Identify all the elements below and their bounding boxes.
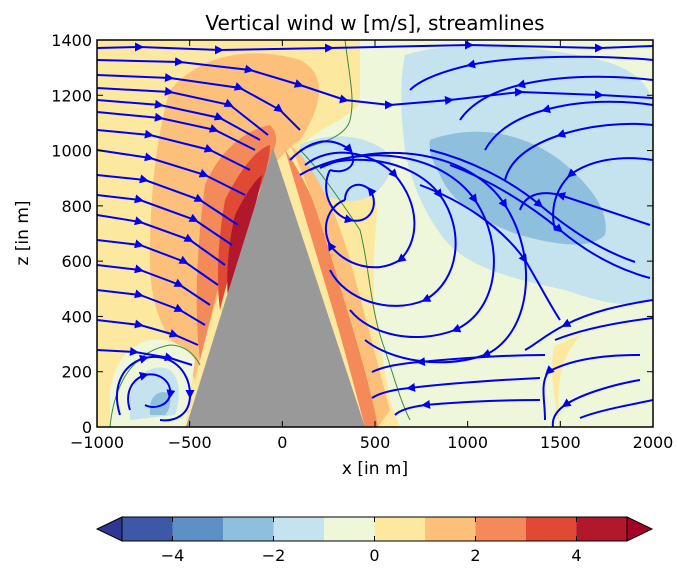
x-tick-label: 500 — [360, 433, 391, 452]
streamline — [519, 192, 651, 226]
y-tick-label: 400 — [61, 307, 92, 326]
colorbar-swatch — [576, 517, 627, 541]
streamline — [116, 354, 195, 422]
streamline — [97, 264, 211, 306]
ascent-region-strong — [196, 125, 277, 360]
colorbar-tick-label: −4 — [161, 546, 185, 565]
x-tick-label: −1000 — [70, 433, 124, 452]
colorbar-tick-label: 4 — [571, 546, 581, 565]
streamline — [97, 40, 653, 55]
colorbar-extend-low — [95, 516, 123, 542]
streamline — [97, 214, 226, 266]
colorbar-swatch — [273, 517, 324, 541]
streamline — [409, 55, 653, 91]
streamline — [97, 149, 246, 196]
y-tick-label: 600 — [61, 252, 92, 271]
streamline — [394, 399, 541, 416]
x-tick-label: 0 — [277, 433, 287, 452]
streamline — [551, 379, 641, 427]
streamline — [97, 239, 219, 286]
ascent-region-lee — [285, 150, 378, 427]
streamline — [459, 75, 653, 121]
colorbar: −4 −2 0 2 4 — [95, 516, 654, 565]
streamline — [371, 377, 541, 399]
streamline — [97, 86, 269, 136]
streamline — [97, 129, 251, 171]
chart-title: Vertical wind w [m/s], streamlines — [205, 11, 544, 35]
streamlines — [97, 40, 653, 427]
streamline — [504, 122, 653, 181]
streamline — [579, 399, 653, 419]
plot-area — [97, 40, 653, 427]
mountain-terrain — [186, 148, 365, 427]
streamline — [371, 354, 546, 373]
y-tick-label: 800 — [61, 197, 92, 216]
x-tick-label: 2000 — [633, 433, 674, 452]
streamline — [97, 99, 261, 141]
colorbar-tick-label: 0 — [369, 546, 379, 565]
streamline — [97, 73, 301, 131]
streamline — [97, 319, 199, 346]
x-tick-label: 1500 — [540, 433, 581, 452]
colorbar-swatch — [122, 517, 173, 541]
colorbar-tick-label: −2 — [262, 546, 286, 565]
colorbar-swatch — [425, 517, 476, 541]
colorbar-swatch — [223, 517, 274, 541]
y-axis: 0 200 400 600 800 1000 1200 1400 — [51, 31, 653, 437]
ascent-region-lee-outer — [290, 145, 390, 427]
streamline — [419, 184, 561, 321]
streamline — [97, 194, 233, 246]
streamline — [449, 164, 651, 279]
colorbar-swatch — [475, 517, 526, 541]
colorbar-swatch — [172, 517, 223, 541]
x-tick-label: −500 — [168, 433, 212, 452]
streamline — [97, 289, 206, 326]
y-tick-label: 1200 — [51, 86, 92, 105]
colorbar-swatch — [324, 517, 375, 541]
y-tick-label: 1400 — [51, 31, 92, 50]
y-axis-title: z [in m] — [13, 200, 33, 265]
colorbar-swatch — [374, 517, 425, 541]
colorbar-swatch — [526, 517, 577, 541]
colorbar-extend-high — [626, 516, 654, 542]
streamline — [97, 174, 239, 226]
streamline — [429, 149, 636, 263]
streamline — [97, 57, 653, 110]
x-axis: −1000 −500 0 500 1000 1500 2000 — [70, 40, 673, 452]
streamline — [542, 354, 641, 421]
x-axis-title: x [in m] — [342, 459, 408, 479]
streamline — [554, 317, 653, 341]
x-tick-label: 1000 — [447, 433, 488, 452]
colorbar-tick-label: 2 — [470, 546, 480, 565]
y-tick-label: 200 — [61, 363, 92, 382]
y-tick-label: 1000 — [51, 142, 92, 161]
streamline — [484, 100, 653, 151]
streamline — [524, 299, 653, 351]
streamline — [97, 111, 256, 151]
streamline — [552, 157, 653, 231]
y-tick-label: 0 — [82, 418, 92, 437]
